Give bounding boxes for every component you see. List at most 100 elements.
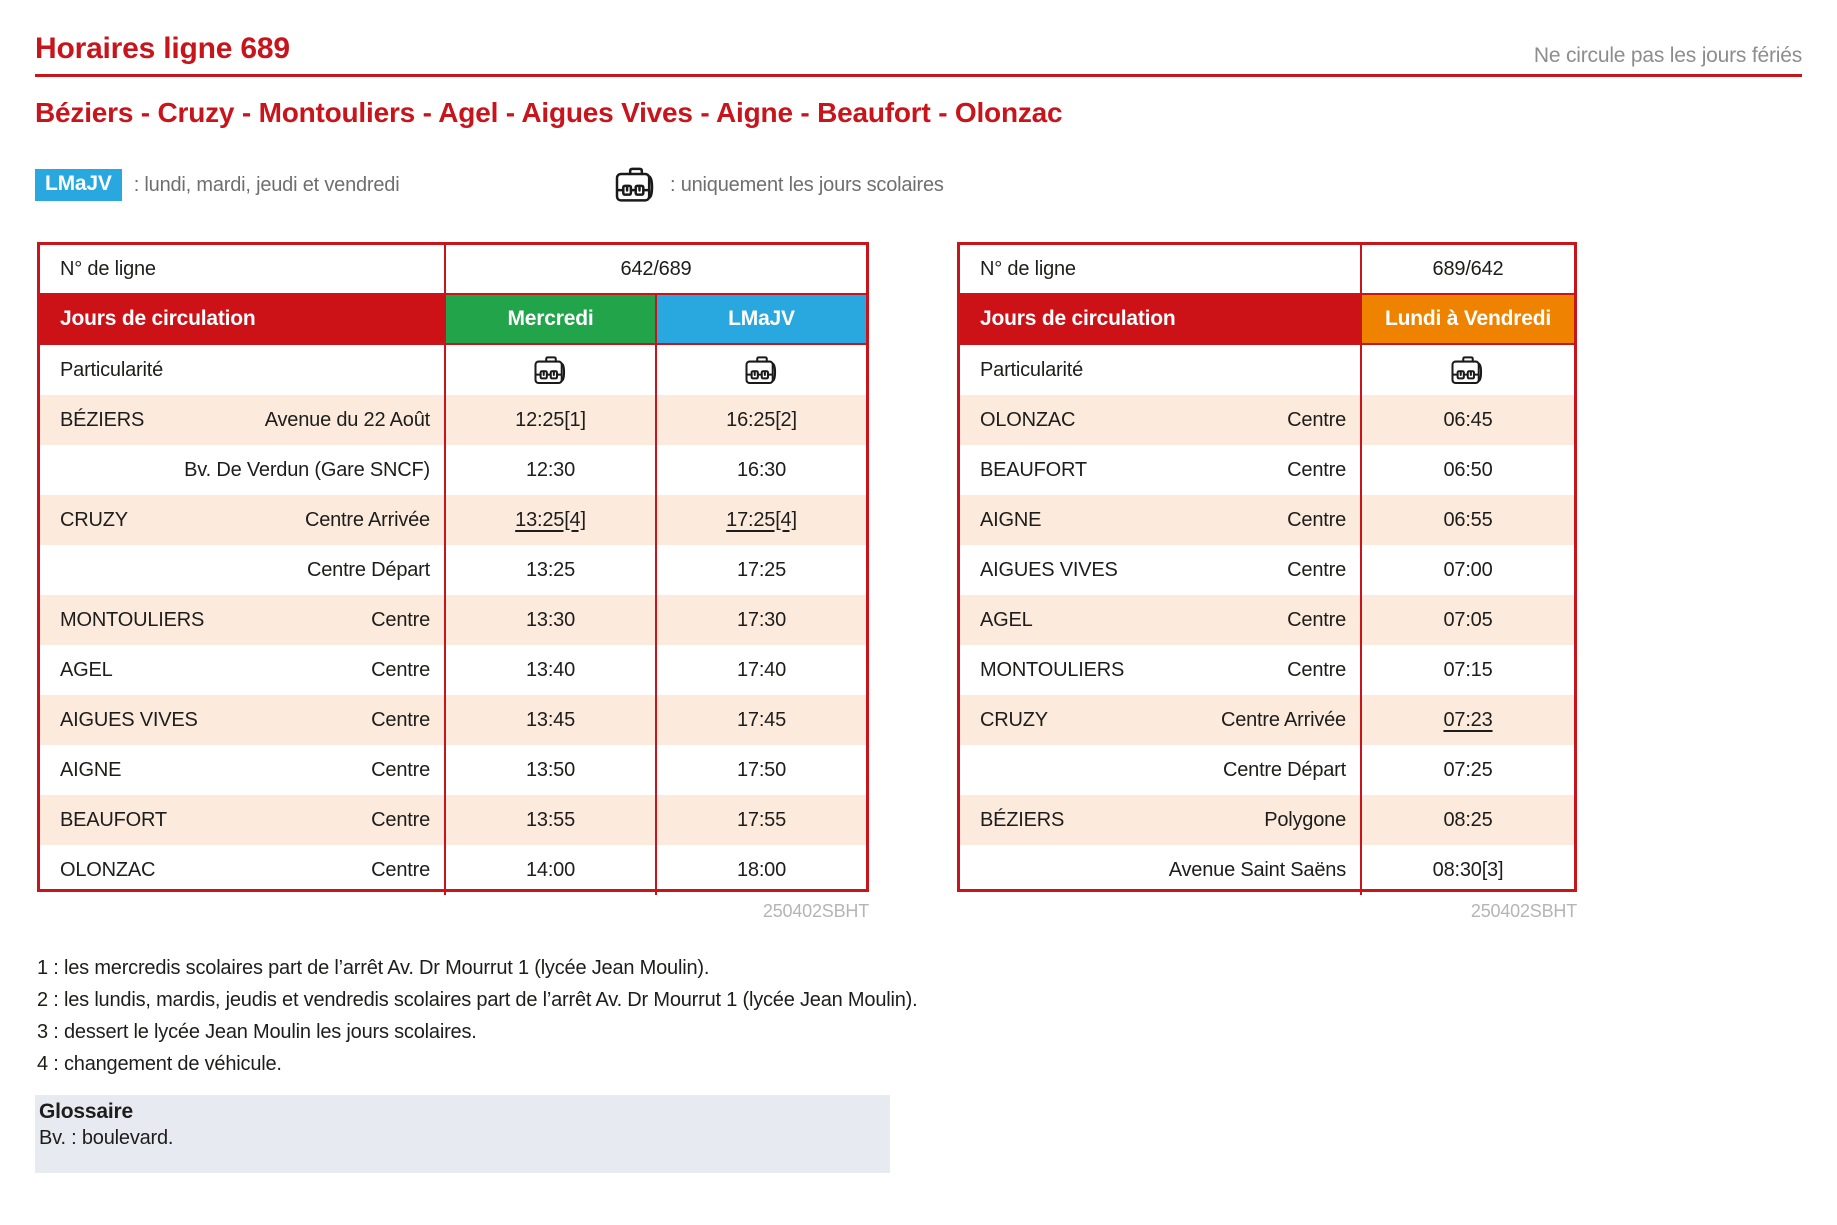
stop-name: Centre — [1287, 558, 1346, 581]
table-row-particularite: Particularité — [40, 345, 866, 395]
time-cell: 13:25[4] — [444, 495, 655, 545]
table-row: AGEL Centre 07:05 — [960, 595, 1574, 645]
legend-school-days: : uniquement les jours scolaires — [614, 163, 944, 207]
time-value: 06:50 — [1443, 458, 1493, 481]
stop-name: Centre — [1287, 658, 1346, 681]
stop-name: Centre — [1287, 458, 1346, 481]
time-cell: 16:25[2] — [655, 395, 866, 445]
time-value: 13:25 — [525, 558, 576, 581]
time-cell: 08:30[3] — [1360, 845, 1574, 895]
place-name: CRUZY — [980, 708, 1048, 731]
stop-name: Centre — [1287, 508, 1346, 531]
stop-name: Centre Arrivée — [1220, 708, 1346, 731]
route-title: Béziers - Cruzy - Montouliers - Agel - A… — [35, 97, 1063, 128]
stop-name: Centre — [371, 658, 430, 681]
place-name: OLONZAC — [60, 858, 156, 881]
table-row-days: Jours de circulation Lundi à Vendredi — [960, 295, 1574, 345]
school-days-description: : uniquement les jours scolaires — [670, 173, 944, 196]
time-cell: 16:30 — [655, 445, 866, 495]
stop-name: Centre — [371, 708, 430, 731]
time-value: 17:25 — [736, 558, 787, 581]
time-cell: 07:00 — [1360, 545, 1574, 595]
time-cell: 17:40 — [655, 645, 866, 695]
place-name: AIGUES VIVES — [60, 708, 198, 731]
time-value: 06:45 — [1443, 408, 1493, 431]
time-cell: 13:25 — [444, 545, 655, 595]
time-value: 17:40 — [736, 658, 787, 681]
table-row: BÉZIERS Polygone 08:25 — [960, 795, 1574, 845]
stop-cell: Centre Départ — [960, 745, 1360, 795]
time-cell: 18:00 — [655, 845, 866, 895]
place-name: CRUZY — [60, 508, 128, 531]
time-cell: 17:55 — [655, 795, 866, 845]
place-name: AGEL — [980, 608, 1033, 631]
time-value: 07:00 — [1443, 558, 1493, 581]
glossary-entry: Bv. : boulevard. — [39, 1127, 174, 1149]
time-value: 12:25[1] — [515, 408, 586, 431]
table-row-days: Jours de circulation Mercredi LMaJV — [40, 295, 866, 345]
time-cell: 08:25 — [1360, 795, 1574, 845]
table-row: BEAUFORT Centre 13:55 17:55 — [40, 795, 866, 845]
glossary-title: Glossaire — [39, 1100, 133, 1123]
table-row-line-number: N° de ligne 642/689 — [40, 245, 866, 295]
table-row: BÉZIERS Avenue du 22 Août 12:25[1] 16:25[2] — [40, 395, 866, 445]
time-value: 13:25[4] — [515, 508, 586, 531]
ref-code: 250402SBHT — [1470, 901, 1577, 921]
table-row: AIGUES VIVES Centre 07:00 — [960, 545, 1574, 595]
time-value: 08:25 — [1443, 808, 1493, 831]
time-value: 13:30 — [525, 608, 576, 631]
time-value: 17:50 — [736, 758, 787, 781]
time-cell: 17:25 — [655, 545, 866, 595]
place-name: MONTOULIERS — [980, 658, 1125, 681]
stop-name: Centre — [1287, 608, 1346, 631]
time-cell: 17:45 — [655, 695, 866, 745]
time-cell: 06:45 — [1360, 395, 1574, 445]
day-column-header: LMaJV — [655, 295, 866, 343]
stop-cell: BEAUFORT Centre — [960, 445, 1360, 495]
line-number-label: N° de ligne — [60, 257, 156, 280]
time-value: 13:40 — [525, 658, 576, 681]
stop-cell: AIGNE Centre — [40, 745, 444, 795]
stop-cell: Avenue Saint Saëns — [960, 845, 1360, 895]
time-cell: 07:05 — [1360, 595, 1574, 645]
time-value: 13:55 — [525, 808, 576, 831]
particularite-cell — [1360, 345, 1574, 395]
stop-cell: CRUZY Centre Arrivée — [40, 495, 444, 545]
place-name: BEAUFORT — [980, 458, 1087, 481]
stop-cell: OLONZAC Centre — [960, 395, 1360, 445]
time-cell: 07:23 — [1360, 695, 1574, 745]
stop-name: Avenue du 22 Août — [264, 408, 430, 431]
footnote: 4 : changement de véhicule. — [37, 1053, 282, 1075]
table-row: CRUZY Centre Arrivée 07:23 — [960, 695, 1574, 745]
day-column-header: Mercredi — [444, 295, 655, 343]
particularite-label: Particularité — [60, 358, 163, 381]
table-row: MONTOULIERS Centre 13:30 17:30 — [40, 595, 866, 645]
time-value: 07:05 — [1443, 608, 1493, 631]
time-value: 08:30[3] — [1432, 858, 1504, 881]
time-cell: 17:50 — [655, 745, 866, 795]
place-name: AGEL — [60, 658, 113, 681]
stop-name: Centre Départ — [306, 558, 430, 581]
table-row-particularite: Particularité — [960, 345, 1574, 395]
table-row: CRUZY Centre Arrivée 13:25[4] 17:25[4] — [40, 495, 866, 545]
stop-name: Polygone — [1264, 808, 1346, 831]
time-cell: 06:50 — [1360, 445, 1574, 495]
footnotes: 1 : les mercredis scolaires part de l’ar… — [37, 952, 918, 1080]
time-value: 16:30 — [736, 458, 787, 481]
table-row: OLONZAC Centre 06:45 — [960, 395, 1574, 445]
stop-cell: MONTOULIERS Centre — [40, 595, 444, 645]
table-row: Avenue Saint Saëns 08:30[3] — [960, 845, 1574, 895]
days-of-circulation-label: Jours de circulation — [40, 295, 444, 343]
table-row: AGEL Centre 13:40 17:40 — [40, 645, 866, 695]
line-number-label: N° de ligne — [980, 257, 1076, 280]
time-value: 07:25 — [1443, 758, 1493, 781]
table-row: OLONZAC Centre 14:00 18:00 — [40, 845, 866, 895]
stop-name: Centre — [371, 758, 430, 781]
place-name: AIGNE — [60, 758, 122, 781]
particularite-label: Particularité — [980, 358, 1083, 381]
glossary-box: Glossaire Bv. : boulevard. — [35, 1095, 890, 1173]
time-value: 12:30 — [525, 458, 576, 481]
time-cell: 17:30 — [655, 595, 866, 645]
time-cell: 07:25 — [1360, 745, 1574, 795]
stop-cell: AGEL Centre — [960, 595, 1360, 645]
